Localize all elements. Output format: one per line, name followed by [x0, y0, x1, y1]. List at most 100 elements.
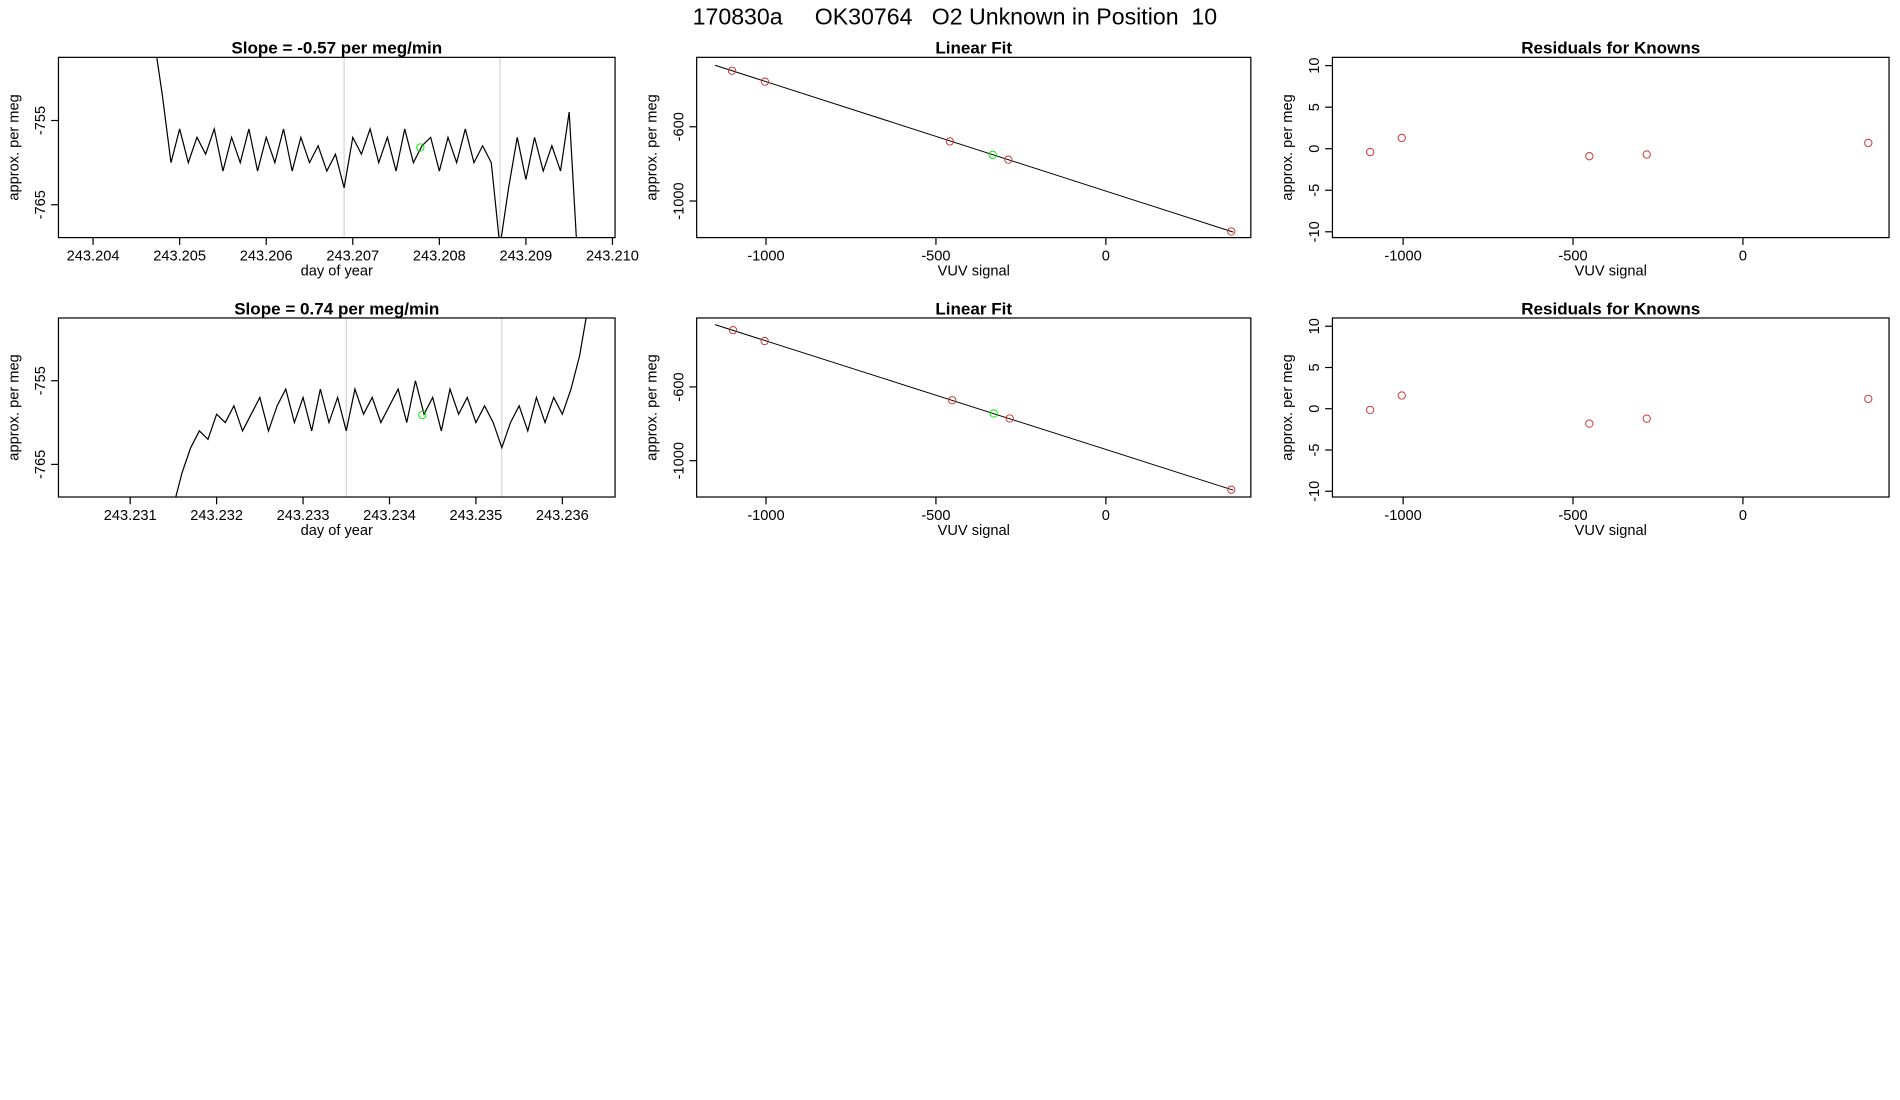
y-tick-label: -765	[33, 450, 49, 479]
y-tick-label: -755	[33, 106, 49, 135]
x-tick-label: -500	[1558, 508, 1587, 524]
x-tick-label: -1000	[1384, 508, 1421, 524]
x-axis-label: VUV signal	[938, 263, 1010, 279]
data-point	[1004, 155, 1013, 164]
y-axis-label: approx. per meg	[644, 94, 660, 200]
data-point	[1585, 419, 1594, 428]
x-tick-label: 0	[1739, 249, 1747, 265]
x-tick-label: -1000	[747, 249, 784, 265]
data-line	[156, 57, 577, 238]
data-point	[760, 336, 769, 346]
x-tick-label: 0	[1102, 508, 1110, 524]
y-tick-label: -755	[33, 366, 49, 395]
x-axis-label: day of year	[301, 523, 373, 539]
data-point	[948, 396, 957, 405]
y-tick-label: 0	[1307, 145, 1323, 153]
plot-area	[156, 57, 577, 238]
chart-title: Linear Fit	[935, 39, 1012, 58]
data-point	[1366, 147, 1375, 157]
x-tick-label: 243.207	[326, 249, 379, 265]
x-tick-label: 243.208	[413, 249, 466, 265]
data-point	[1005, 414, 1014, 423]
fit-line	[714, 324, 1234, 491]
chart-title: Residuals for Knowns	[1521, 299, 1700, 318]
chart-title: Slope = -0.57 per meg/min	[231, 39, 442, 58]
x-tick-label: 243.204	[67, 249, 120, 265]
data-line	[175, 317, 587, 498]
x-tick-label: 243.235	[450, 508, 503, 524]
data-point	[760, 77, 770, 86]
y-tick-label: -765	[33, 190, 49, 219]
x-tick-label: 0	[1102, 249, 1110, 265]
x-axis-label: VUV signal	[1575, 263, 1647, 279]
highlight-point	[416, 143, 425, 152]
x-axis-label: VUV signal	[938, 523, 1010, 539]
x-tick-label: -500	[1558, 249, 1587, 265]
plot-frame	[696, 317, 1252, 498]
data-point	[945, 137, 955, 146]
data-point	[1227, 227, 1236, 236]
y-axis-label: approx. per meg	[1280, 94, 1296, 200]
chart-title: Residuals for Knowns	[1521, 39, 1700, 58]
chart-title: Slope = 0.74 per meg/min	[234, 299, 439, 318]
data-point	[1642, 414, 1651, 423]
highlight-point	[418, 410, 427, 420]
x-tick-label: 243.210	[586, 249, 639, 265]
y-tick-label: 5	[1307, 103, 1323, 111]
x-axis-label: day of year	[301, 263, 373, 279]
y-tick-label: -5	[1307, 443, 1323, 456]
plot-area	[1366, 133, 1873, 161]
x-tick-label: -1000	[747, 508, 784, 524]
highlight-point	[989, 409, 998, 418]
data-point	[1397, 391, 1406, 400]
data-point	[1366, 405, 1375, 415]
fit-line	[714, 64, 1234, 233]
y-axis-label: approx. per meg	[1280, 354, 1296, 460]
y-axis-label: approx. per meg	[644, 354, 660, 460]
plot-frame	[696, 56, 1252, 239]
data-point	[1227, 485, 1236, 494]
x-tick-label: -1000	[1384, 249, 1421, 265]
x-tick-label: 243.234	[363, 508, 416, 524]
data-point	[727, 66, 737, 75]
page-title: 170830a OK30764 O2 Unknown in Position 1…	[693, 3, 1218, 29]
plot-frame	[57, 317, 616, 498]
x-tick-label: 243.232	[190, 508, 243, 524]
data-point	[1864, 394, 1873, 403]
plot-area	[714, 64, 1236, 236]
x-tick-label: 243.206	[240, 249, 293, 265]
plot-area	[175, 317, 587, 498]
x-axis-label: VUV signal	[1575, 523, 1647, 539]
x-tick-label: 243.209	[499, 249, 552, 265]
x-tick-label: 243.233	[277, 508, 330, 524]
data-point	[1864, 138, 1873, 148]
x-tick-label: 243.231	[104, 508, 157, 524]
highlight-point	[988, 150, 997, 159]
x-tick-label: 0	[1739, 508, 1747, 524]
y-tick-label: -1000	[671, 182, 687, 219]
y-axis-label: approx. per meg	[6, 94, 22, 200]
y-tick-label: 10	[1307, 58, 1323, 74]
y-tick-label: 10	[1307, 318, 1323, 334]
data-point	[1585, 152, 1594, 161]
plot-area	[1366, 391, 1873, 428]
data-point	[1642, 150, 1651, 159]
plot-frame	[1331, 317, 1890, 498]
x-tick-label: -500	[921, 249, 950, 265]
chart-title: Linear Fit	[935, 299, 1012, 318]
y-tick-label: -600	[671, 112, 687, 141]
plot-frame	[57, 56, 616, 239]
x-tick-label: 243.236	[536, 508, 589, 524]
plot-frame	[1331, 56, 1890, 239]
data-point	[728, 326, 738, 335]
data-point	[1397, 133, 1406, 143]
y-tick-label: -1000	[671, 442, 687, 479]
plot-area	[714, 324, 1236, 494]
y-tick-label: -10	[1307, 221, 1323, 242]
y-tick-label: -5	[1307, 184, 1323, 197]
y-tick-label: -10	[1307, 481, 1323, 502]
y-tick-label: -600	[671, 372, 687, 401]
